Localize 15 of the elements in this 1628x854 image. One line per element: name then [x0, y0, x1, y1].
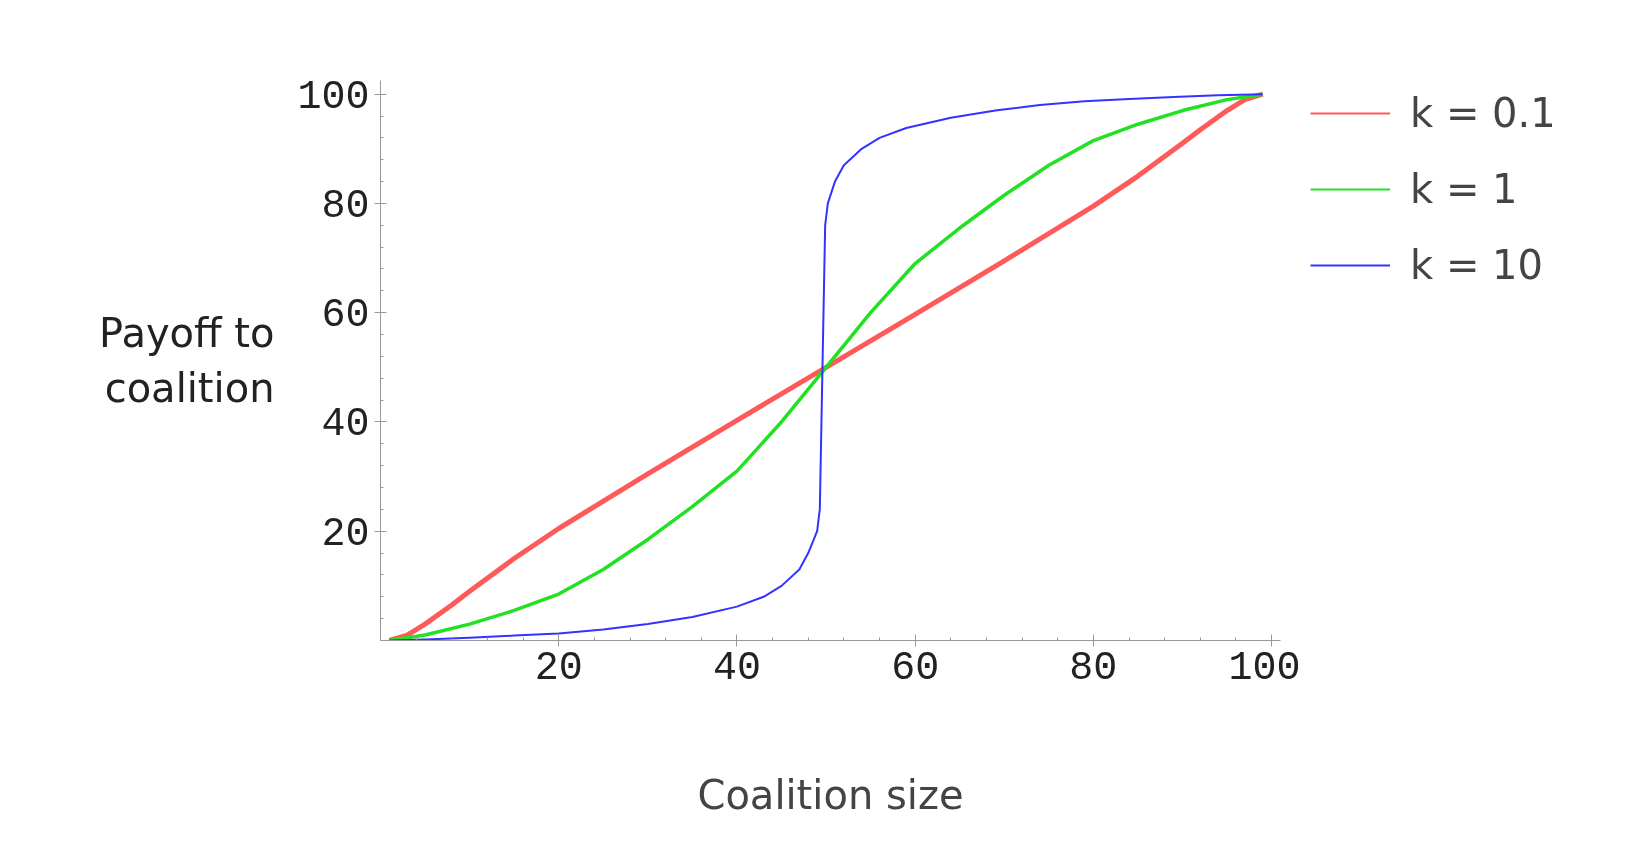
legend-label: k = 1: [1410, 166, 1518, 212]
y-axis-title: Payoff to coalition: [99, 309, 275, 412]
x-tick-label: 60: [891, 645, 940, 691]
x-axis-title: Coalition size: [697, 771, 964, 818]
x-tick-label: 80: [1069, 645, 1118, 691]
legend-label: k = 0.1: [1410, 90, 1556, 136]
x-tick-label: 20: [534, 645, 583, 691]
y-tick-label: 60: [321, 293, 370, 339]
y-tick-label: 100: [297, 74, 370, 120]
y-tick-label: 40: [321, 402, 370, 448]
y-tick-label: 20: [321, 511, 370, 557]
x-tick-label: 100: [1228, 645, 1301, 691]
x-tick-label: 40: [712, 645, 761, 691]
legend-label: k = 10: [1410, 242, 1544, 288]
y-tick-label: 80: [321, 183, 370, 229]
